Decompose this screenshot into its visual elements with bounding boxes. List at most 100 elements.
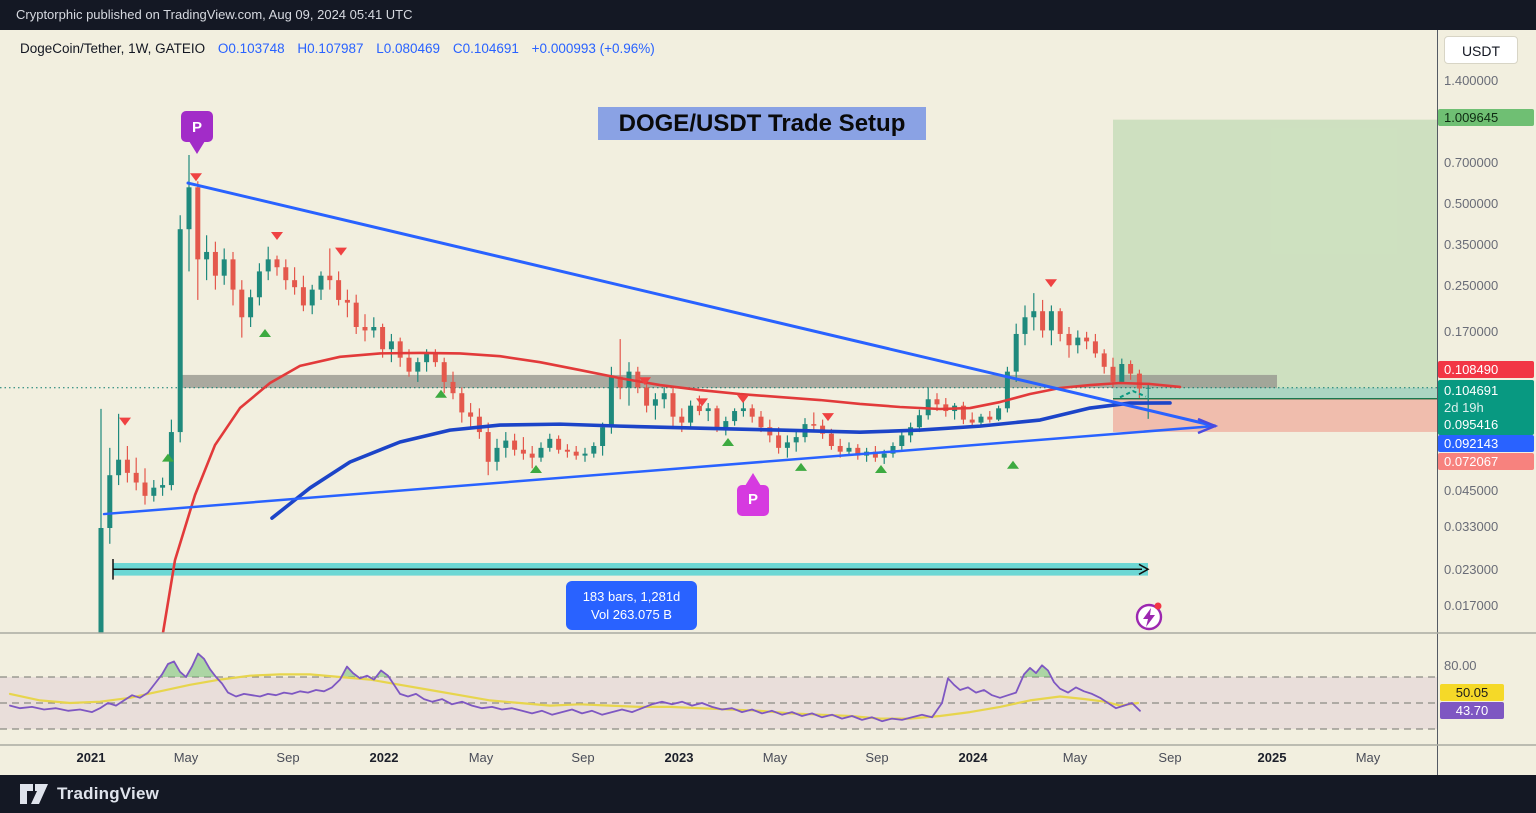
candle-body [573,451,579,456]
candle-body [274,259,280,268]
time-tick: May [1062,750,1088,765]
time-tick: Sep [1158,750,1182,765]
candle-body [309,289,315,306]
currency-toggle-button[interactable]: USDT [1444,36,1518,64]
candle-body [177,229,183,433]
red-moving-average [161,351,1182,633]
publish-info: Cryptorphic published on TradingView.com… [16,7,413,22]
candle-body [996,408,1002,420]
candle-body [538,447,544,458]
candle-body [714,408,720,428]
publish-topbar: Cryptorphic published on TradingView.com… [0,0,1536,30]
candle-body [239,289,245,318]
candle-body [793,437,799,443]
candle-body [1040,311,1046,331]
resistance-zone[interactable] [182,374,1277,388]
candle-body [600,427,606,446]
candle-body [248,297,254,318]
candle-body [749,408,755,417]
candle-body [1013,333,1019,372]
time-tick: May [468,750,494,765]
candle-body [608,376,614,428]
candle-body [1136,373,1142,389]
measure-tool[interactable] [112,559,1150,580]
price-tick: 0.170000 [1444,324,1499,339]
red-ma-price-label: 0.108490 [1438,361,1534,378]
candle-body [652,399,658,406]
footer-bar: TradingView [0,775,1536,813]
buy-marker-icon [435,389,447,398]
candle-body [564,449,570,452]
measure-tool-label[interactable]: 183 bars, 1,281d Vol 263.075 B [566,581,697,630]
last-price-label-block: 0.104691 2d 19h 0.095416 [1438,380,1534,435]
candle-body [846,447,852,452]
candle-body [256,271,262,298]
time-tick: May [762,750,788,765]
candle-body [520,449,526,454]
candle-body [899,435,905,446]
time-tick: May [1355,750,1381,765]
symbol-title[interactable]: DogeCoin/Tether, 1W, GATEIO [20,41,206,56]
blue-moving-average [270,401,1172,520]
sell-marker-icon [335,247,347,256]
candle-body [890,445,896,454]
ascending-support[interactable] [102,424,1217,516]
buy-marker-icon [259,329,271,338]
blue-ma-price-label: 0.092143 [1438,435,1534,452]
candle-body [1128,363,1134,374]
candle-body [758,416,764,428]
candle-body [828,433,834,446]
measure-volume: Vol 263.075 B [591,607,672,622]
candle-body [1084,337,1090,342]
time-tick: 2022 [369,750,399,765]
candle-body [740,408,746,412]
price-tick: 0.023000 [1444,562,1499,577]
price-pin[interactable]: P [737,473,769,516]
tradingview-logo-icon[interactable] [20,783,49,805]
candle-body [591,445,597,454]
symbol-header[interactable]: DogeCoin/Tether, 1W, GATEIO O0.103748 H0… [20,41,655,56]
candle-body [644,387,650,406]
candle-body [881,453,887,458]
descending-resistance[interactable] [186,181,1217,428]
candle-body [547,438,553,448]
candle-body [1057,311,1063,334]
candle-body [98,527,104,633]
candle-body [336,280,342,300]
tradingview-logo-text[interactable]: TradingView [57,784,160,803]
stop-price-label: 0.072067 [1438,453,1534,470]
candle-body [556,438,562,450]
candle-body [512,440,518,450]
buy-marker-icon [530,465,542,474]
candle-body [468,412,474,417]
candle-body [1048,311,1054,331]
candle-body [635,371,641,388]
price-pin[interactable]: P [181,111,213,154]
rsi-overbought-fill [160,661,186,677]
time-tick: Sep [276,750,300,765]
candle-body [212,251,218,276]
trade-setup-title: DOGE/USDT Trade Setup [598,107,926,140]
rsi-value-label: 43.70 [1440,702,1504,719]
candle-body [784,442,790,448]
candle-body [872,451,878,458]
candle-body [503,440,509,448]
time-tick: Sep [865,750,889,765]
ohlc-high: H0.107987 [297,41,364,56]
candle-body [1119,363,1125,382]
price-tick: 0.350000 [1444,237,1499,252]
rsi-ma-line [8,673,1140,720]
candle-body [406,357,412,372]
time-tick: 2024 [958,750,988,765]
ohlc-low: L0.080469 [376,41,441,56]
chart-background[interactable] [0,30,1437,775]
candle-body [371,326,377,331]
flash-reaction-icon[interactable] [1135,602,1163,631]
long-position-tool[interactable] [1113,119,1437,432]
candle-body [617,376,623,388]
rsi-tick: 80.00 [1444,658,1477,673]
candle-body [133,472,139,483]
candle-body [230,259,236,290]
candle-body [1004,371,1010,409]
